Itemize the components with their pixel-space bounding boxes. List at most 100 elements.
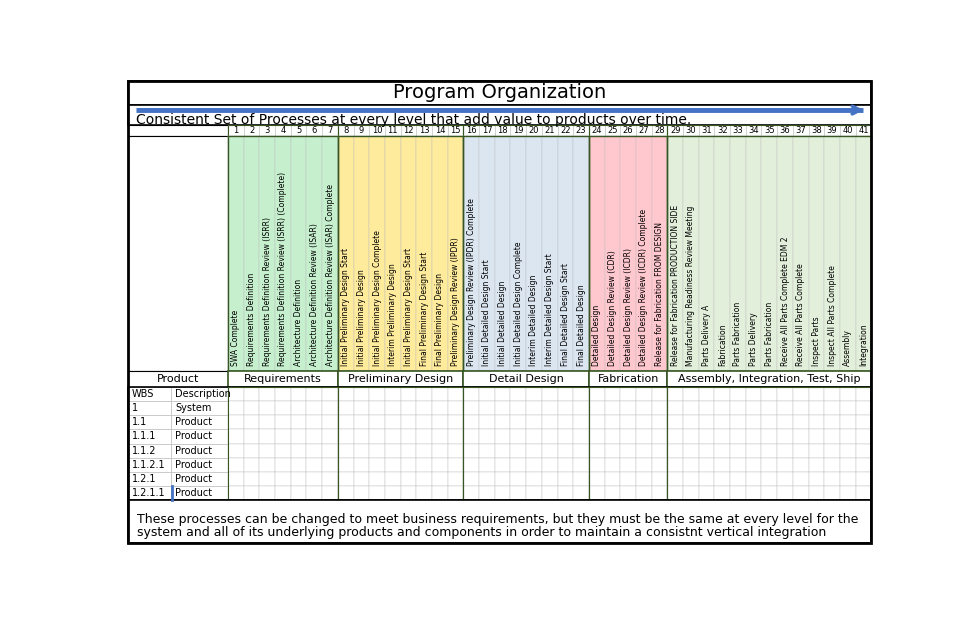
Bar bbox=[244, 415, 259, 429]
Bar bbox=[824, 486, 839, 500]
Bar bbox=[620, 443, 636, 458]
Bar bbox=[259, 486, 275, 500]
Bar bbox=[354, 429, 370, 443]
Bar bbox=[808, 415, 824, 429]
Bar bbox=[746, 136, 761, 371]
Text: Final Detailed Design: Final Detailed Design bbox=[576, 284, 586, 366]
Bar bbox=[839, 486, 856, 500]
Bar bbox=[370, 443, 385, 458]
Bar bbox=[761, 472, 777, 486]
Bar bbox=[463, 401, 479, 415]
Bar bbox=[171, 387, 228, 401]
Bar bbox=[604, 415, 620, 429]
Bar bbox=[699, 429, 715, 443]
Bar bbox=[573, 429, 589, 443]
Bar bbox=[824, 472, 839, 486]
Bar bbox=[448, 443, 463, 458]
Bar bbox=[683, 136, 699, 371]
Bar bbox=[856, 401, 872, 415]
Bar bbox=[228, 443, 244, 458]
Bar bbox=[385, 458, 401, 472]
Bar bbox=[777, 387, 793, 401]
Bar bbox=[856, 136, 872, 371]
Bar bbox=[699, 401, 715, 415]
Bar bbox=[306, 136, 322, 371]
Bar bbox=[228, 387, 338, 500]
Text: Requirements Definition Review (ISRR) (Complete): Requirements Definition Review (ISRR) (C… bbox=[279, 172, 288, 366]
Text: 8: 8 bbox=[343, 126, 348, 135]
Bar bbox=[338, 429, 354, 443]
Text: 19: 19 bbox=[513, 126, 524, 135]
Bar bbox=[244, 458, 259, 472]
Bar bbox=[715, 443, 730, 458]
Bar bbox=[370, 415, 385, 429]
Text: WBS: WBS bbox=[132, 389, 154, 399]
Bar bbox=[651, 443, 667, 458]
Bar bbox=[777, 429, 793, 443]
Bar bbox=[589, 136, 604, 371]
Bar bbox=[839, 125, 856, 136]
Bar bbox=[385, 443, 401, 458]
Text: 1.1: 1.1 bbox=[132, 417, 147, 427]
Text: 12: 12 bbox=[404, 126, 413, 135]
Bar bbox=[322, 387, 338, 401]
Bar bbox=[448, 125, 463, 136]
Text: Receive All Parts Complete: Receive All Parts Complete bbox=[797, 263, 805, 366]
Bar bbox=[128, 371, 228, 387]
Text: 41: 41 bbox=[858, 126, 869, 135]
Bar bbox=[306, 472, 322, 486]
Bar bbox=[354, 401, 370, 415]
Bar bbox=[558, 458, 573, 472]
Bar bbox=[463, 387, 479, 401]
Bar bbox=[761, 458, 777, 472]
Bar bbox=[839, 429, 856, 443]
Bar bbox=[354, 415, 370, 429]
Bar bbox=[526, 486, 542, 500]
Text: Description: Description bbox=[175, 389, 231, 399]
Bar bbox=[683, 472, 699, 486]
Bar bbox=[715, 415, 730, 429]
Bar bbox=[793, 387, 808, 401]
Bar bbox=[651, 429, 667, 443]
Bar bbox=[573, 136, 589, 371]
Bar bbox=[275, 443, 291, 458]
Bar bbox=[128, 458, 171, 472]
Bar bbox=[259, 458, 275, 472]
Bar bbox=[338, 125, 463, 136]
Bar bbox=[793, 415, 808, 429]
Bar bbox=[322, 415, 338, 429]
Bar bbox=[128, 387, 872, 500]
Bar bbox=[730, 136, 746, 371]
Bar bbox=[259, 387, 275, 401]
Text: Initial Detailed Design Start: Initial Detailed Design Start bbox=[483, 259, 491, 366]
Bar bbox=[573, 486, 589, 500]
Text: Release for Fabrication FROM DESIGN: Release for Fabrication FROM DESIGN bbox=[655, 222, 664, 366]
Bar bbox=[746, 486, 761, 500]
Bar bbox=[808, 429, 824, 443]
Bar bbox=[291, 387, 306, 401]
Bar bbox=[793, 401, 808, 415]
Bar bbox=[338, 415, 354, 429]
Bar bbox=[824, 125, 839, 136]
Bar bbox=[604, 458, 620, 472]
Bar bbox=[667, 458, 683, 472]
Text: Fabrication: Fabrication bbox=[598, 374, 659, 384]
Bar bbox=[824, 401, 839, 415]
Bar bbox=[338, 443, 354, 458]
Bar bbox=[259, 443, 275, 458]
Bar bbox=[128, 136, 228, 371]
Bar bbox=[777, 136, 793, 371]
Bar bbox=[479, 415, 494, 429]
Text: Receive All Parts Complete EDM 2: Receive All Parts Complete EDM 2 bbox=[781, 237, 790, 366]
Bar bbox=[385, 125, 401, 136]
Bar bbox=[244, 486, 259, 500]
Bar bbox=[699, 443, 715, 458]
Text: 2: 2 bbox=[249, 126, 254, 135]
Bar bbox=[338, 125, 354, 136]
Bar bbox=[730, 486, 746, 500]
Bar bbox=[228, 387, 244, 401]
Bar bbox=[667, 443, 683, 458]
Text: Initial Detailed Design: Initial Detailed Design bbox=[498, 281, 507, 366]
Bar bbox=[306, 387, 322, 401]
Bar bbox=[558, 125, 573, 136]
